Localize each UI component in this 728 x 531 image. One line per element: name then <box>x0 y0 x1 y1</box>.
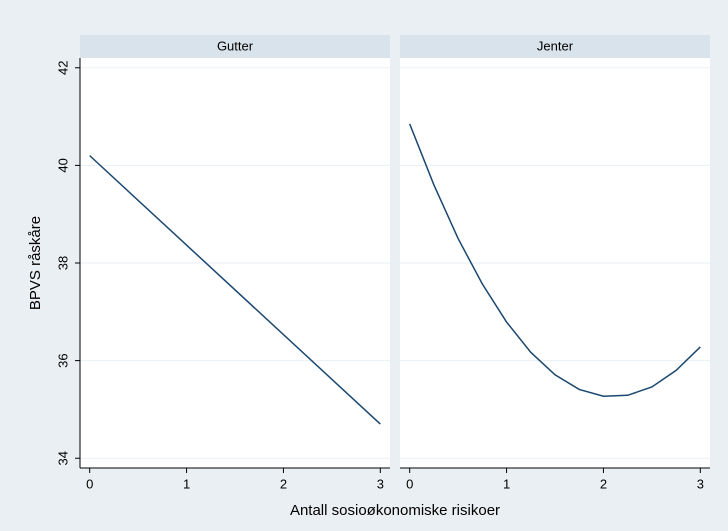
line <box>89 155 381 425</box>
y-tick-label: 42 <box>55 61 70 75</box>
strip <box>80 35 390 58</box>
x-tick-label: 3 <box>377 476 384 491</box>
y-tick-label: 38 <box>55 256 70 270</box>
line <box>408 123 701 398</box>
x-axis-label: Antall sosioøkonomiske risikoer <box>290 502 500 519</box>
x-tick-label: 1 <box>183 476 190 491</box>
panel-title: Gutter <box>217 38 254 53</box>
y-axis-label: BPVS råskåre <box>27 216 44 310</box>
y-tick-label: 36 <box>55 353 70 367</box>
x-tick-label: 0 <box>406 476 413 491</box>
x-tick-label: 2 <box>600 476 607 491</box>
y-tick-label: 34 <box>55 451 70 465</box>
x-tick-label: 0 <box>86 476 93 491</box>
panel-title: Jenter <box>537 38 574 53</box>
x-tick-label: 3 <box>697 476 704 491</box>
strip <box>400 35 710 58</box>
x-tick-label: 1 <box>503 476 510 491</box>
y-tick-label: 40 <box>55 158 70 172</box>
x-tick-label: 2 <box>280 476 287 491</box>
